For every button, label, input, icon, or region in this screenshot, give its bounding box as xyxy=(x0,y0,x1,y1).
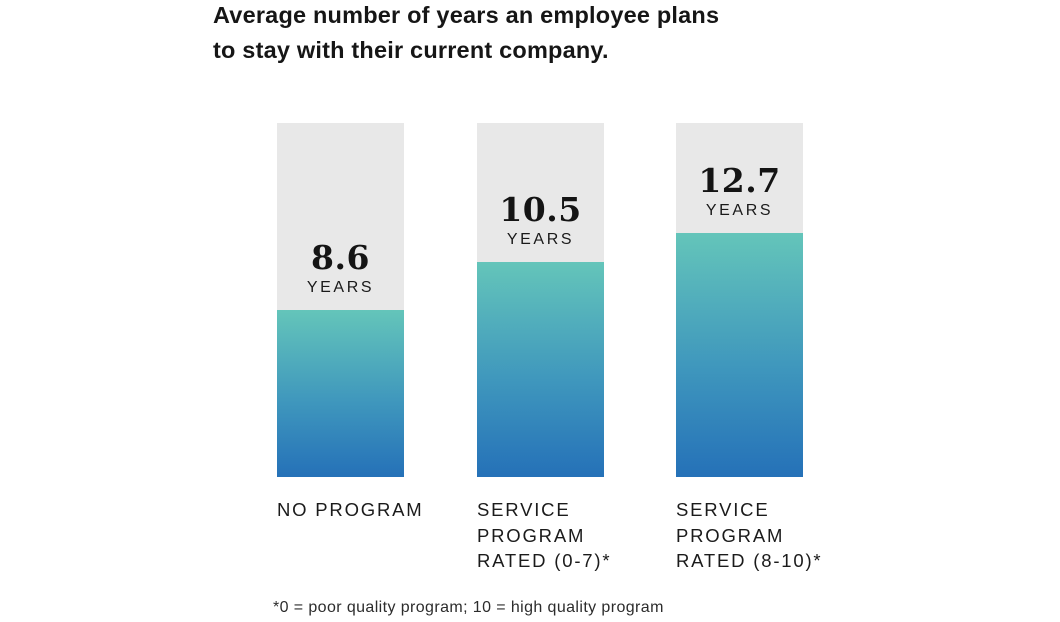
bar-value-unit: YEARS xyxy=(306,278,375,296)
bar-fill xyxy=(676,233,803,477)
bar-value-label: 12.7 YEARS xyxy=(676,163,803,220)
bar-track: 8.6 YEARS xyxy=(277,123,404,477)
category-label-service-program-0-7: SERVICE PROGRAM RATED (0-7)* xyxy=(477,499,612,571)
bar-value-unit: YEARS xyxy=(506,231,575,249)
bar-fill xyxy=(277,309,404,477)
bar-value-number: 12.7 xyxy=(698,161,781,201)
bar-track: 12.7 YEARS xyxy=(676,123,803,477)
bar-value-label: 8.6 YEARS xyxy=(277,237,404,297)
category-label-no-program: NO PROGRAM xyxy=(277,499,424,520)
category-label-service-program-8-10: SERVICE PROGRAM RATED (8-10)* xyxy=(676,499,823,571)
bar-track: 10.5 YEARS xyxy=(477,123,604,477)
bar-service-program-8-10: 12.7 YEARS xyxy=(676,123,803,477)
chart-title: Average number of years an employee plan… xyxy=(213,2,720,63)
bar-value-label: 10.5 YEARS xyxy=(477,192,604,249)
bar-value-number: 8.6 xyxy=(311,237,370,277)
footnote: *0 = poor quality program; 10 = high qua… xyxy=(273,599,664,616)
bar-value-number: 10.5 xyxy=(499,190,582,230)
bar-service-program-0-7: 10.5 YEARS xyxy=(477,123,604,477)
bar-value-unit: YEARS xyxy=(705,202,774,220)
bar-no-program: 8.6 YEARS xyxy=(277,123,404,477)
bar-fill xyxy=(477,262,604,477)
